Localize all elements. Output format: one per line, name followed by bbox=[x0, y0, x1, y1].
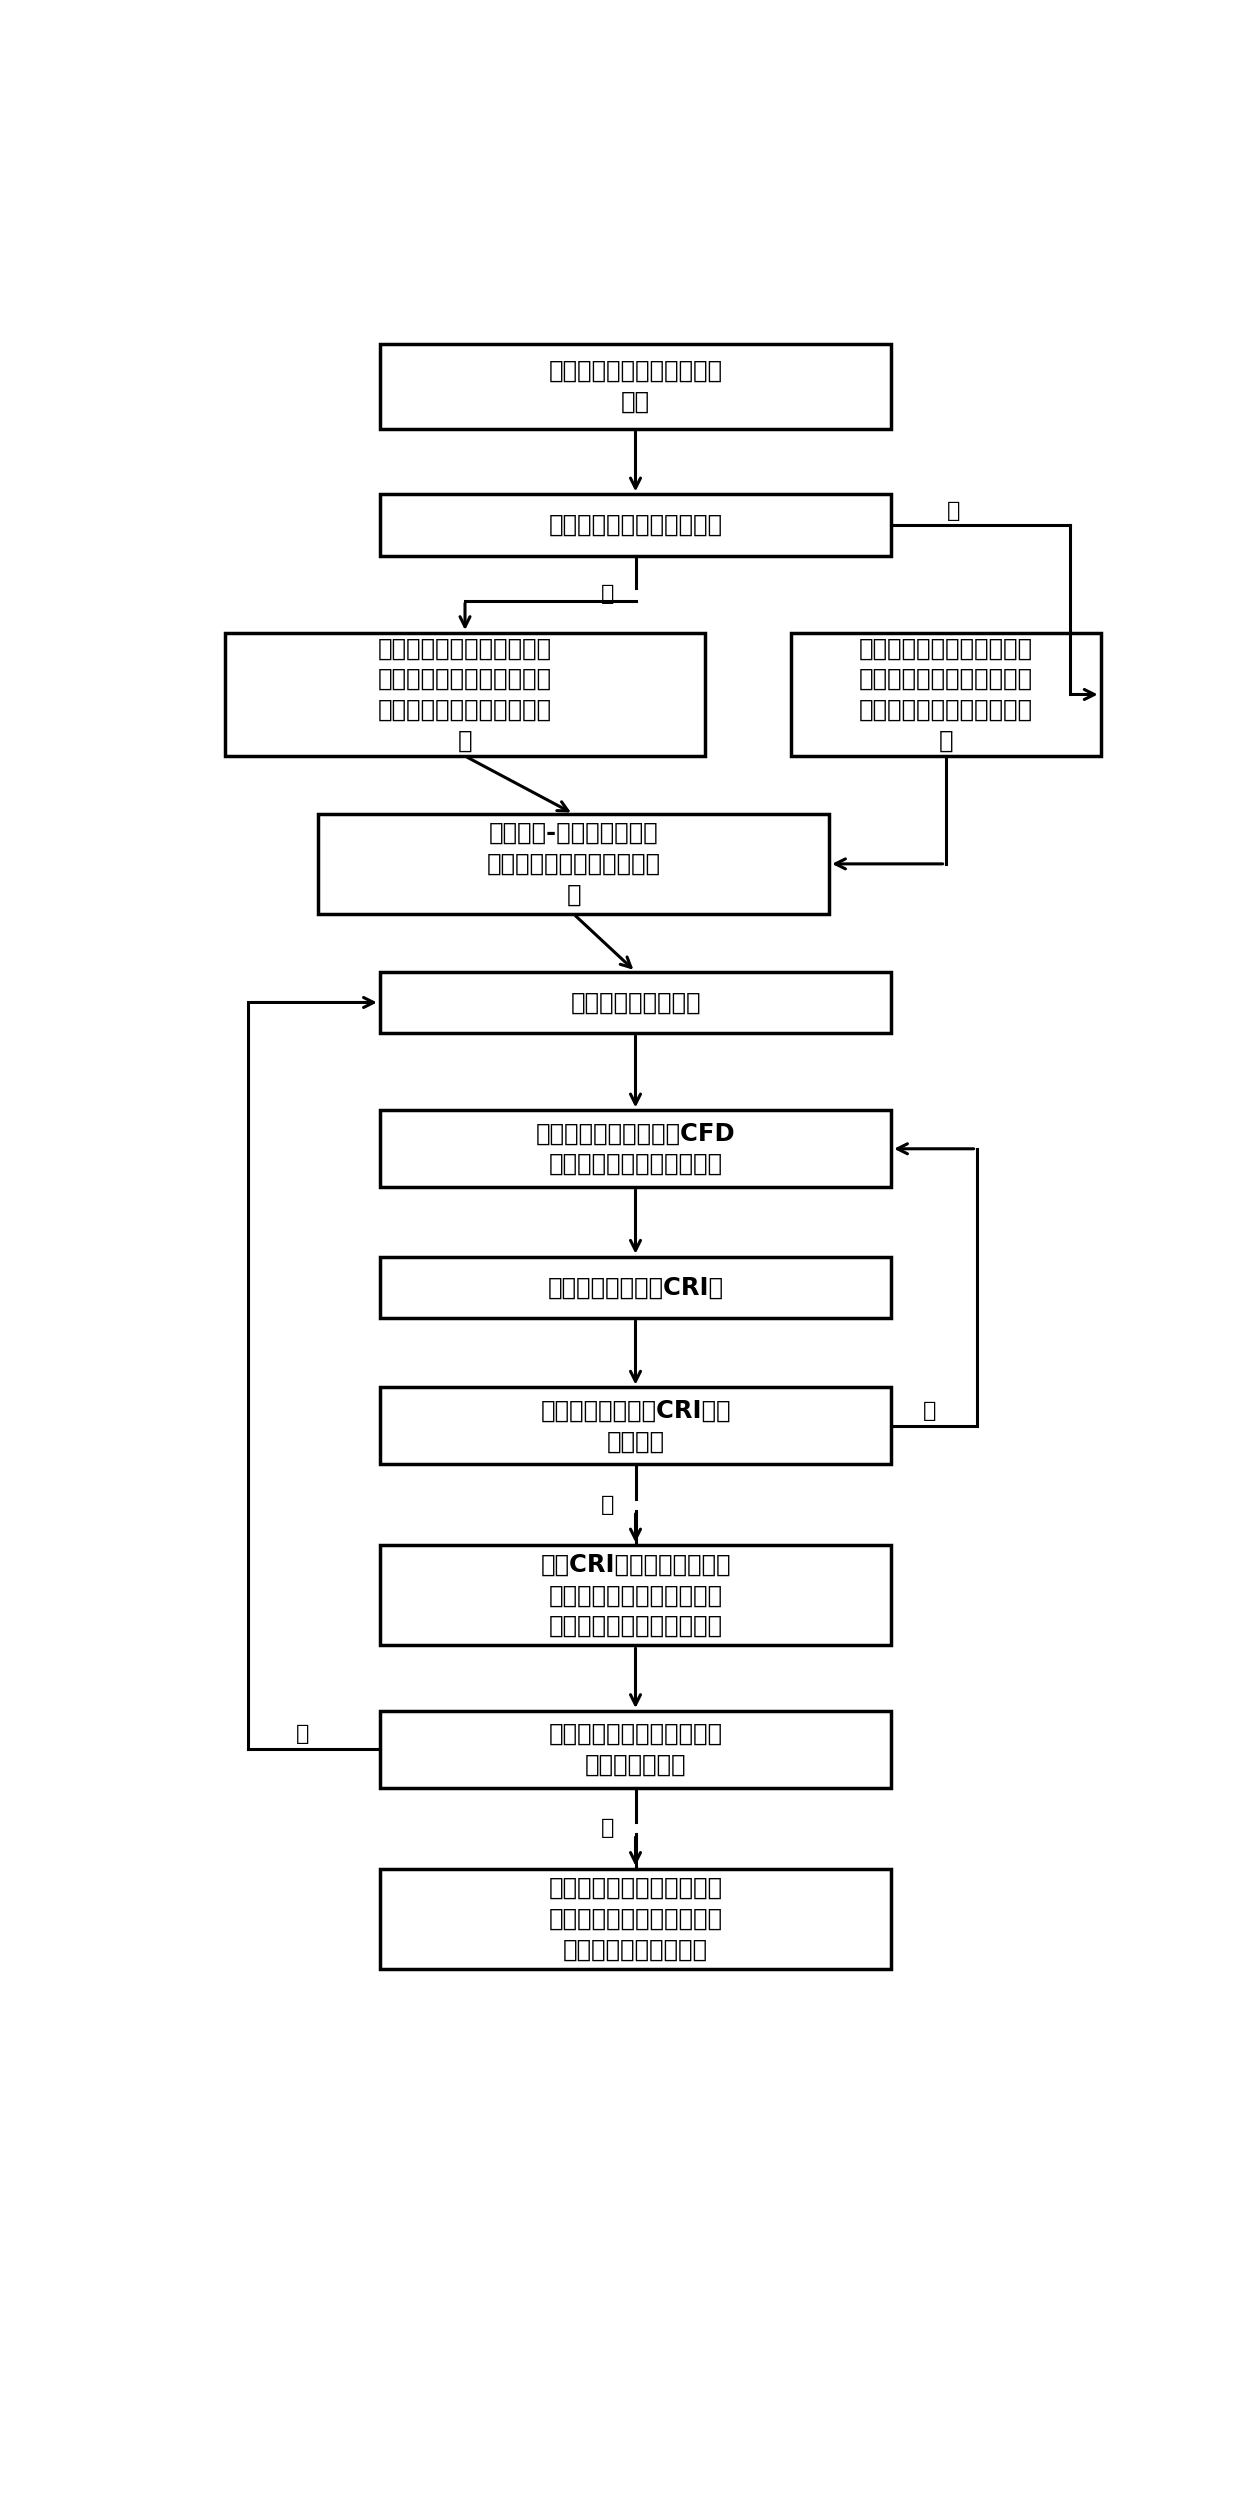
Text: 是否所有热因子的CRI值均
计算完成: 是否所有热因子的CRI值均 计算完成 bbox=[541, 1399, 730, 1454]
Bar bbox=[379, 971, 892, 1033]
Bar bbox=[379, 345, 892, 428]
Text: 否: 否 bbox=[924, 1401, 936, 1421]
Text: 根据建筑室内热源发热量变
化程度，可设置一个或多个
代表性自然对流场的计算条
件: 根据建筑室内热源发热量变 化程度，可设置一个或多个 代表性自然对流场的计算条 件 bbox=[858, 636, 1033, 753]
Text: 根据CRI定义式，利用热因
子的发热量或吸热量计算得
到该代表流场下各子温度场: 根据CRI定义式，利用热因 子的发热量或吸热量计算得 到该代表流场下各子温度场 bbox=[541, 1554, 730, 1639]
Bar bbox=[791, 633, 1101, 756]
Text: 计算单一热因子的CRI值: 计算单一热因子的CRI值 bbox=[548, 1276, 723, 1299]
Bar bbox=[379, 1389, 892, 1464]
Bar bbox=[379, 1711, 892, 1789]
Text: 是: 是 bbox=[601, 1494, 614, 1514]
Text: 室内流场是否为强制对流场: 室内流场是否为强制对流场 bbox=[548, 513, 723, 538]
Bar bbox=[379, 1546, 892, 1646]
Text: 根据建筑室内不同风速或风
量要求，可设置一个或多个
代表性强制对流场的计算条
件: 根据建筑室内不同风速或风 量要求，可设置一个或多个 代表性强制对流场的计算条 件 bbox=[378, 636, 552, 753]
Bar bbox=[379, 1256, 892, 1319]
Text: 固定一个代表性流场: 固定一个代表性流场 bbox=[570, 991, 701, 1013]
Bar bbox=[317, 813, 830, 913]
Text: 设置单一热因子，应用CFD
计算每个热因子的温度分布: 设置单一热因子，应用CFD 计算每个热因子的温度分布 bbox=[536, 1121, 735, 1176]
Text: 否: 否 bbox=[946, 500, 960, 520]
Text: 是: 是 bbox=[601, 585, 614, 605]
Text: 应用对流-辐射耦合模拟分
别计算一个或多个代表性流
场: 应用对流-辐射耦合模拟分 别计算一个或多个代表性流 场 bbox=[486, 821, 661, 906]
Bar bbox=[224, 633, 706, 756]
Bar bbox=[379, 495, 892, 555]
Text: 是: 是 bbox=[601, 1819, 614, 1839]
Text: 确定建筑室内所有的热源和
热汇: 确定建筑室内所有的热源和 热汇 bbox=[548, 360, 723, 413]
Bar bbox=[379, 1111, 892, 1188]
Text: 建筑室内所有温度场解耦完
成，各总温度场为其对应所
有子温度场的线性合成: 建筑室内所有温度场解耦完 成，各总温度场为其对应所 有子温度场的线性合成 bbox=[548, 1876, 723, 1962]
Text: 是否所有代表性流场下的温
度场均解耦完成: 是否所有代表性流场下的温 度场均解耦完成 bbox=[548, 1721, 723, 1776]
Text: 否: 否 bbox=[295, 1724, 309, 1744]
Bar bbox=[379, 1869, 892, 1969]
